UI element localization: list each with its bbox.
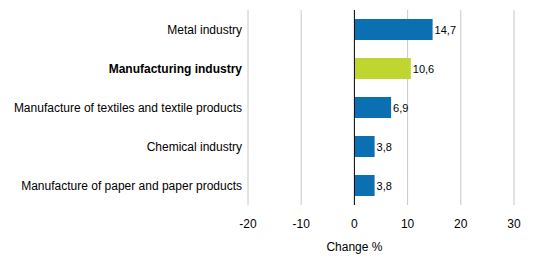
category-label: Manufacture of textiles and textile prod… bbox=[14, 101, 242, 115]
bars bbox=[354, 19, 432, 196]
tick-label: 30 bbox=[507, 217, 521, 231]
grid-line bbox=[248, 10, 249, 205]
bar bbox=[354, 97, 391, 118]
zero-line bbox=[354, 10, 355, 205]
tick-label: 20 bbox=[454, 217, 468, 231]
category-label: Metal industry bbox=[167, 23, 242, 37]
category-label: Manufacture of paper and paper products bbox=[21, 179, 242, 193]
tick-label: -20 bbox=[239, 217, 257, 231]
axis-label: Change % bbox=[326, 240, 382, 254]
bar bbox=[354, 175, 374, 196]
data-label: 6,9 bbox=[393, 102, 408, 114]
bar bbox=[354, 19, 432, 40]
data-label: 3,8 bbox=[377, 180, 392, 192]
tick-label: 0 bbox=[351, 217, 358, 231]
data-label: 14,7 bbox=[435, 24, 456, 36]
category-label: Chemical industry bbox=[147, 140, 242, 154]
category-label: Manufacturing industry bbox=[109, 62, 243, 76]
tick-label: 10 bbox=[401, 217, 415, 231]
data-label: 10,6 bbox=[413, 63, 434, 75]
chart: -20 -10 0 10 20 30 Change % Metal industry 14,7 M… bbox=[0, 0, 533, 265]
bar bbox=[354, 136, 374, 157]
grid-line bbox=[460, 10, 461, 205]
tick-label: -10 bbox=[293, 217, 311, 231]
data-label: 3,8 bbox=[377, 141, 392, 153]
grid-line bbox=[514, 10, 515, 205]
bar bbox=[354, 58, 410, 79]
grid-line bbox=[301, 10, 302, 205]
